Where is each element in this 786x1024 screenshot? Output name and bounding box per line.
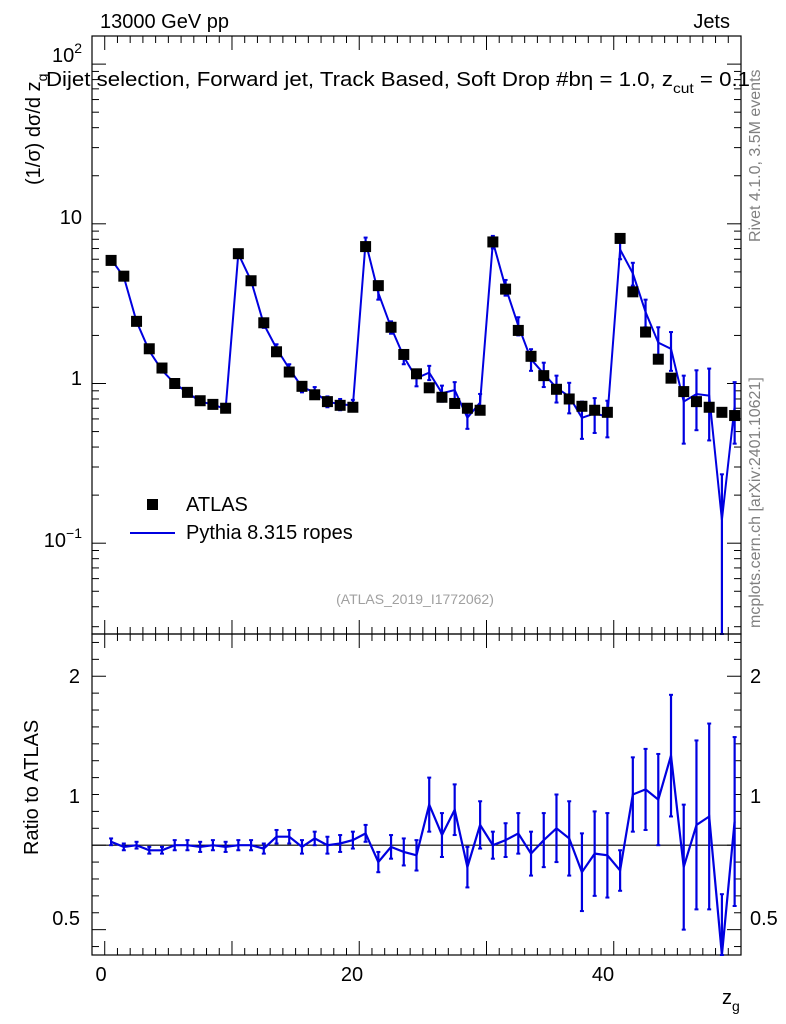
mc-error-bars bbox=[109, 234, 737, 635]
atlas-data-point bbox=[576, 400, 588, 412]
atlas-data-point bbox=[245, 275, 257, 287]
atlas-data-point bbox=[461, 402, 473, 414]
atlas-data-point bbox=[652, 353, 664, 365]
atlas-data-point bbox=[729, 410, 741, 422]
atlas-data-point bbox=[258, 317, 270, 329]
main-y-axis-label-text: (1/σ) dσ/d z bbox=[23, 81, 45, 185]
atlas-data-point bbox=[271, 346, 283, 358]
ratio-tick-right-1: 1 bbox=[750, 786, 761, 808]
atlas-data-point bbox=[703, 401, 715, 413]
legend-atlas-label: ATLAS bbox=[186, 494, 248, 516]
x-tick-label-20: 20 bbox=[341, 964, 363, 986]
ratio-tick-left-1: 1 bbox=[69, 786, 80, 808]
y-tick-label-0p1: 10−1 bbox=[44, 525, 82, 552]
ratio-tick-left-0p5: 0.5 bbox=[52, 908, 80, 930]
selection-title-eta: η = 1.0, z bbox=[581, 69, 673, 91]
atlas-data-point bbox=[347, 401, 359, 413]
atlas-data-point bbox=[398, 348, 410, 360]
selection-title-tail: = 0.1 bbox=[694, 69, 750, 91]
atlas-data-point bbox=[118, 270, 130, 282]
selection-title-sub: cut bbox=[673, 80, 694, 96]
atlas-data-point bbox=[385, 321, 397, 333]
atlas-data-point bbox=[143, 343, 155, 355]
ratio-y-axis-label: Ratio to ATLAS bbox=[21, 720, 43, 855]
mcplots-label: mcplots.cern.ch [arXiv:2401.10621] bbox=[747, 377, 764, 628]
x-tick-label-40: 40 bbox=[592, 964, 614, 986]
ratio-tick-right-0p5: 0.5 bbox=[750, 908, 778, 930]
atlas-data-point bbox=[372, 280, 384, 292]
y-tick-0p1-base: 10 bbox=[44, 530, 66, 552]
selection-title: Dijet selection, Forward jet, Track Base… bbox=[46, 69, 750, 96]
atlas-data-point bbox=[589, 404, 601, 416]
x-axis-label: zg bbox=[722, 987, 740, 1014]
atlas-data-point bbox=[436, 391, 448, 403]
atlas-data-point bbox=[321, 396, 333, 408]
atlas-data-point bbox=[563, 393, 575, 405]
atlas-data-point bbox=[449, 397, 461, 409]
ratio-panel-frame bbox=[91, 633, 742, 956]
y-tick-0p1-exp: −1 bbox=[66, 525, 82, 541]
atlas-data-points bbox=[105, 232, 741, 422]
atlas-data-point bbox=[665, 372, 677, 384]
y-tick-label-1: 1 bbox=[71, 368, 82, 390]
atlas-data-point bbox=[169, 378, 181, 390]
rivet-label: Rivet 4.1.0, 3.5M events bbox=[747, 69, 764, 242]
y-tick-100-base: 10 bbox=[52, 45, 74, 67]
atlas-data-point bbox=[550, 383, 562, 395]
energy-label: 13000 GeV pp bbox=[100, 11, 229, 33]
atlas-data-point bbox=[105, 254, 117, 266]
x-axis-label-text: z bbox=[722, 987, 732, 1009]
main-y-axis-label-sub: g bbox=[34, 74, 50, 82]
atlas-data-point bbox=[232, 248, 244, 260]
ratio-error-bars bbox=[109, 693, 737, 956]
atlas-data-point bbox=[512, 324, 524, 336]
atlas-data-point bbox=[601, 406, 613, 418]
mc-series-line bbox=[110, 241, 736, 521]
y-tick-label-10: 10 bbox=[60, 207, 82, 229]
atlas-data-point bbox=[309, 389, 321, 401]
atlas-data-point bbox=[207, 398, 219, 410]
atlas-data-point bbox=[156, 362, 168, 374]
analysis-id: (ATLAS_2019_I1772062) bbox=[336, 591, 494, 607]
atlas-data-point bbox=[131, 315, 143, 327]
main-y-axis-label: (1/σ) dσ/d zg bbox=[23, 74, 50, 185]
atlas-data-point bbox=[487, 236, 499, 248]
selection-title-main: Dijet selection, Forward jet, Track Base… bbox=[46, 69, 581, 91]
y-tick-label-100: 102 bbox=[52, 40, 82, 67]
atlas-data-point bbox=[283, 366, 295, 378]
atlas-data-point bbox=[423, 382, 435, 394]
atlas-data-point bbox=[716, 406, 728, 418]
atlas-data-point bbox=[360, 241, 372, 253]
atlas-data-point bbox=[690, 396, 702, 408]
atlas-data-point bbox=[500, 283, 512, 295]
atlas-data-point bbox=[411, 368, 422, 380]
y-tick-100-exp: 2 bbox=[74, 40, 82, 56]
atlas-data-point bbox=[296, 380, 308, 392]
legend-mc-label: Pythia 8.315 ropes bbox=[186, 522, 353, 544]
atlas-data-point bbox=[678, 386, 690, 398]
atlas-data-point bbox=[627, 286, 639, 298]
ratio-series-line bbox=[110, 755, 736, 956]
atlas-data-point bbox=[334, 399, 346, 411]
x-axis-label-sub: g bbox=[732, 998, 740, 1014]
atlas-data-point bbox=[538, 370, 550, 382]
atlas-data-point bbox=[194, 395, 206, 407]
main-y-ticks bbox=[92, 63, 741, 628]
atlas-data-point bbox=[614, 232, 626, 244]
category-label: Jets bbox=[693, 11, 730, 33]
ratio-x-ticks bbox=[104, 634, 729, 955]
atlas-data-point bbox=[220, 402, 232, 414]
ratio-tick-left-2: 2 bbox=[69, 666, 80, 688]
main-x-ticks bbox=[104, 36, 729, 634]
ratio-tick-right-2: 2 bbox=[750, 666, 761, 688]
legend-atlas-marker bbox=[147, 499, 158, 510]
ratio-y-ticks bbox=[92, 641, 741, 948]
atlas-data-point bbox=[640, 326, 652, 338]
atlas-data-point bbox=[525, 350, 537, 362]
atlas-data-point bbox=[474, 404, 486, 416]
x-tick-label-0: 0 bbox=[95, 964, 106, 986]
atlas-data-point bbox=[181, 386, 193, 398]
